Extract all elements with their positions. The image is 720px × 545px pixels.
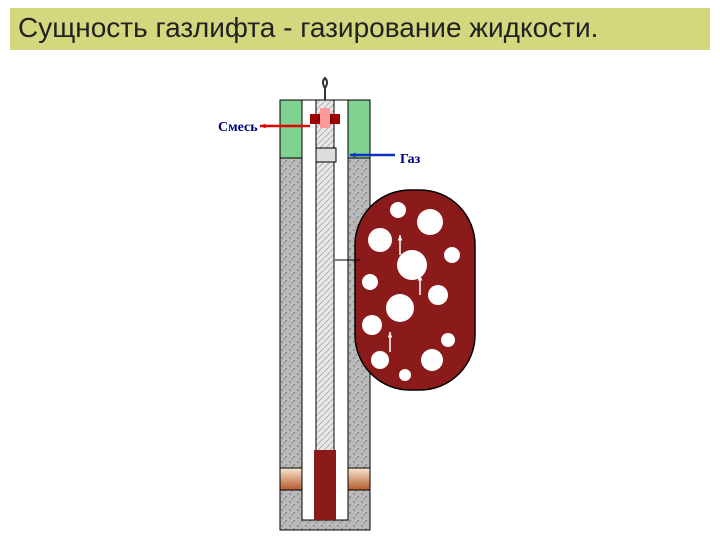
gaslift-diagram (0, 60, 720, 540)
label-mixture: Смесь (218, 120, 258, 136)
diagram-stage: Смесь Газ (0, 60, 720, 540)
label-gas: Газ (400, 152, 420, 168)
page-title: Сущность газлифта - газирование жидкости… (10, 8, 710, 50)
